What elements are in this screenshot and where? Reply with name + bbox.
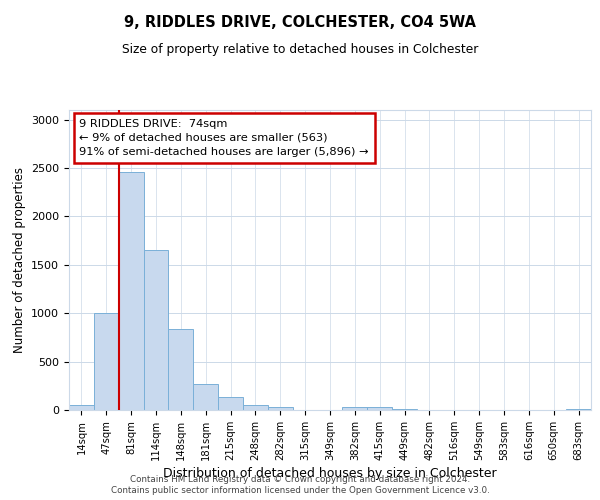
X-axis label: Distribution of detached houses by size in Colchester: Distribution of detached houses by size … xyxy=(163,467,497,480)
Bar xyxy=(343,407,367,410)
Bar xyxy=(268,407,293,410)
Text: Size of property relative to detached houses in Colchester: Size of property relative to detached ho… xyxy=(122,42,478,56)
Bar xyxy=(143,250,169,410)
Bar xyxy=(367,407,392,410)
Text: 9, RIDDLES DRIVE, COLCHESTER, CO4 5WA: 9, RIDDLES DRIVE, COLCHESTER, CO4 5WA xyxy=(124,15,476,30)
Bar xyxy=(218,398,243,410)
Text: Contains HM Land Registry data © Crown copyright and database right 2024.: Contains HM Land Registry data © Crown c… xyxy=(130,475,470,484)
Bar xyxy=(69,405,94,410)
Y-axis label: Number of detached properties: Number of detached properties xyxy=(13,167,26,353)
Bar xyxy=(566,408,591,410)
Bar xyxy=(193,384,218,410)
Text: Contains public sector information licensed under the Open Government Licence v3: Contains public sector information licen… xyxy=(110,486,490,495)
Bar xyxy=(392,409,417,410)
Bar xyxy=(243,405,268,410)
Text: 9 RIDDLES DRIVE:  74sqm
← 9% of detached houses are smaller (563)
91% of semi-de: 9 RIDDLES DRIVE: 74sqm ← 9% of detached … xyxy=(79,119,369,157)
Bar xyxy=(94,313,119,410)
Bar xyxy=(169,328,193,410)
Bar xyxy=(119,172,143,410)
